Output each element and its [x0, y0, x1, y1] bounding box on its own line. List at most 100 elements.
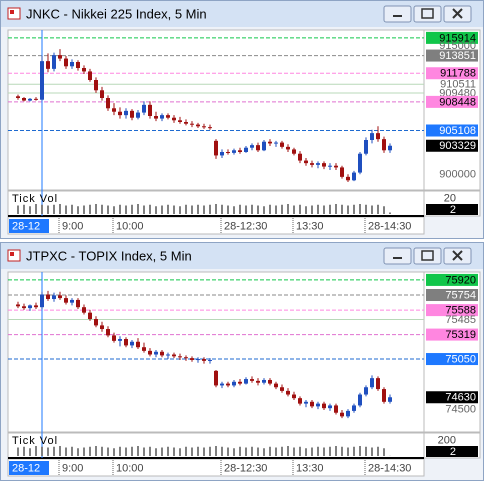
maximize-button[interactable]	[413, 5, 442, 23]
candle-body	[112, 108, 116, 112]
candle-body	[142, 347, 146, 351]
level-label: 908448	[439, 96, 476, 108]
volume-tick-label: 20	[444, 193, 456, 205]
level-label: 75319	[445, 329, 476, 341]
level-label-bg	[426, 289, 478, 302]
candle-body	[160, 351, 164, 356]
candle-body	[340, 412, 344, 417]
cursor-time-label: 28-12	[12, 462, 40, 474]
level-label: 75920	[445, 274, 476, 286]
candle-body	[322, 163, 326, 167]
maximize-button[interactable]	[413, 247, 442, 265]
candle-body	[262, 379, 266, 383]
candle-body	[274, 383, 278, 388]
candle-body	[130, 341, 134, 346]
candle-body	[40, 294, 44, 308]
level-label-bg	[426, 353, 478, 366]
candle-body	[310, 163, 314, 165]
candle-body	[94, 319, 98, 326]
candle-body	[346, 176, 350, 181]
candle-body	[46, 61, 50, 69]
level-label-bg	[426, 31, 478, 44]
time-label: 28-12:30	[224, 462, 267, 474]
candle-body	[370, 378, 374, 388]
candle-body	[292, 394, 296, 399]
candle-body	[214, 370, 218, 386]
level-label: 75588	[445, 305, 476, 317]
last-price-label: 903329	[439, 140, 476, 152]
level-label-bg	[426, 49, 478, 62]
candle-body	[334, 165, 338, 168]
candle-body	[256, 380, 260, 383]
last-volume-label: 2	[450, 204, 456, 216]
candle-body	[388, 145, 392, 151]
candle-body	[22, 306, 26, 309]
candle-body	[214, 140, 218, 156]
level-label-bg	[426, 273, 478, 286]
last-price-bg	[426, 139, 478, 152]
level-label: 915914	[439, 32, 476, 44]
candle-body	[52, 295, 56, 300]
candle-body	[202, 126, 206, 128]
time-label: 13:30	[296, 220, 324, 232]
price-pane	[7, 271, 425, 433]
glyph	[421, 8, 434, 19]
candle-body	[382, 139, 386, 151]
last-price-label: 74630	[445, 392, 476, 404]
candle-body	[304, 401, 308, 404]
window-icon-mark	[10, 10, 14, 14]
candle-body	[172, 117, 176, 121]
candle-body	[232, 150, 236, 153]
candle-body	[226, 152, 230, 153]
candle-body	[64, 58, 68, 67]
level-label: 915000	[439, 40, 476, 52]
minimize-button[interactable]	[383, 247, 412, 265]
candle-body	[124, 110, 128, 116]
volume-baseline	[8, 215, 424, 217]
glyph	[452, 8, 463, 19]
candle-body	[58, 55, 62, 59]
candle-body	[358, 153, 362, 173]
candle-body	[208, 127, 212, 129]
candle-body	[280, 142, 284, 147]
candle-body	[112, 335, 116, 341]
candle-body	[40, 61, 44, 100]
candle-body	[328, 405, 332, 409]
candle-body	[154, 116, 158, 119]
candle-body	[382, 389, 386, 402]
last-volume-bg	[426, 204, 478, 215]
time-label: 9:00	[62, 462, 83, 474]
candle-body	[148, 350, 152, 355]
volume-tick-label: 200	[438, 435, 456, 447]
candle-body	[118, 339, 122, 341]
minimize-button[interactable]	[383, 5, 412, 23]
candle-body	[208, 359, 212, 361]
candle-body	[34, 305, 38, 308]
candle-body	[220, 152, 224, 156]
candle-body	[148, 104, 152, 116]
candle-body	[76, 62, 80, 68]
candle-body	[370, 133, 374, 140]
candle-body	[190, 358, 194, 360]
glyph	[393, 15, 402, 17]
candle-body	[352, 405, 356, 411]
candle-body	[136, 341, 140, 348]
candle-body	[136, 112, 140, 118]
candle-body	[22, 98, 26, 101]
candle-body	[274, 142, 278, 144]
time-label: 10:00	[116, 220, 144, 232]
candle-body	[94, 80, 98, 91]
candle-body	[334, 405, 338, 413]
time-label: 28-12:30	[224, 220, 267, 232]
time-label: 28-14:30	[368, 462, 411, 474]
candle-body	[310, 401, 314, 407]
time-label: 9:00	[62, 220, 83, 232]
window-icon-mark	[10, 252, 14, 256]
candle-body	[376, 133, 380, 140]
candle-body	[16, 96, 20, 98]
glyph	[452, 250, 463, 261]
volume-label: Tick Vol	[12, 193, 58, 205]
level-label: 905108	[439, 125, 476, 137]
candle-body	[100, 90, 104, 98]
level-label-bg	[426, 328, 478, 341]
